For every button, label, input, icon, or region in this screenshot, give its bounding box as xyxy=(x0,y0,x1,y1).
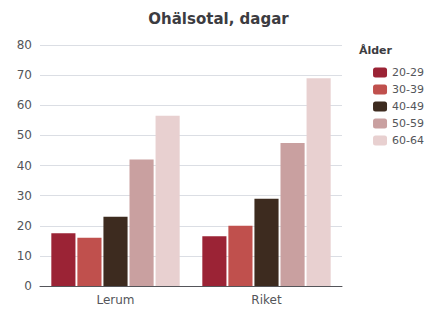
svg-text:Riket: Riket xyxy=(251,293,282,307)
svg-text:20-29: 20-29 xyxy=(392,66,424,79)
svg-text:40-49: 40-49 xyxy=(392,100,424,113)
svg-text:0: 0 xyxy=(24,279,32,293)
svg-text:Lerum: Lerum xyxy=(96,293,134,307)
svg-text:80: 80 xyxy=(17,38,32,52)
svg-text:Ålder: Ålder xyxy=(359,44,393,57)
svg-text:70: 70 xyxy=(17,68,32,82)
svg-text:60-64: 60-64 xyxy=(392,134,424,147)
svg-text:30-39: 30-39 xyxy=(392,83,424,96)
svg-text:Ohälsotal, dagar: Ohälsotal, dagar xyxy=(148,10,289,28)
svg-text:50-59: 50-59 xyxy=(392,117,424,130)
svg-text:30: 30 xyxy=(17,189,32,203)
svg-text:10: 10 xyxy=(17,249,32,263)
svg-text:40: 40 xyxy=(17,159,32,173)
svg-text:50: 50 xyxy=(17,128,32,142)
svg-text:20: 20 xyxy=(17,219,32,233)
svg-text:60: 60 xyxy=(17,98,32,112)
